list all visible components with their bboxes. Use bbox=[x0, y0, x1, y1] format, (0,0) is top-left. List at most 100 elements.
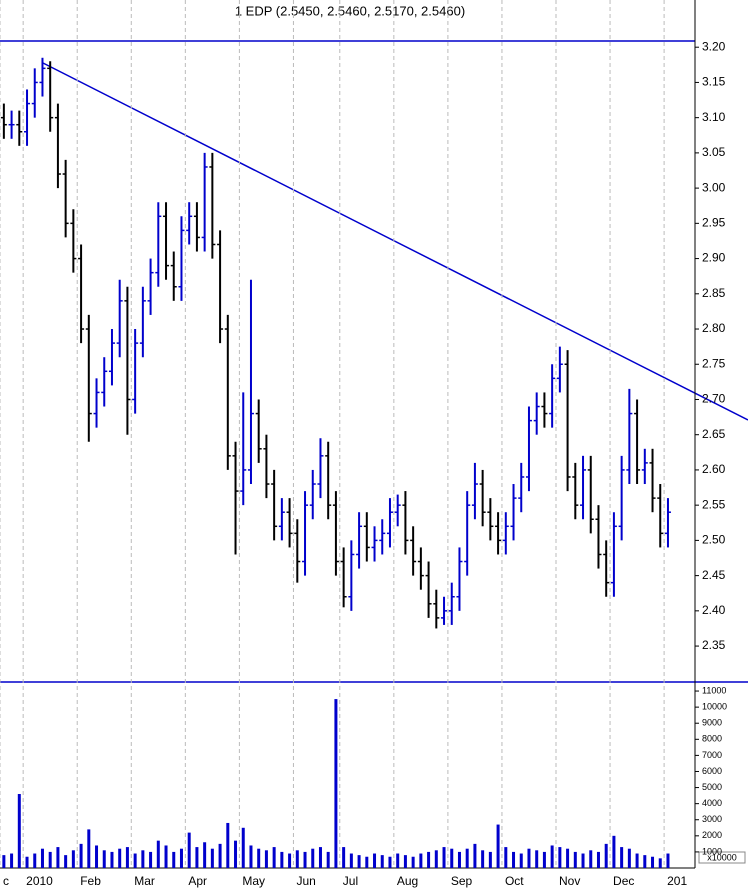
volume-bar bbox=[210, 848, 214, 868]
volume-bar bbox=[411, 856, 415, 868]
volume-bar bbox=[419, 853, 423, 868]
y-tick-label: 2.50 bbox=[702, 533, 726, 547]
volume-bar bbox=[635, 853, 639, 868]
volume-bar bbox=[558, 847, 562, 868]
y-tick-label: 2.85 bbox=[702, 286, 726, 300]
y-tick-label: 3.05 bbox=[702, 145, 726, 159]
x-tick-label: Aug bbox=[397, 874, 418, 888]
volume-bar bbox=[427, 851, 431, 868]
x-tick-label: 2010 bbox=[26, 874, 53, 888]
volume-bar bbox=[496, 824, 500, 868]
volume-bar bbox=[318, 847, 322, 868]
y-tick-label: 8000 bbox=[702, 734, 722, 744]
y-tick-label: 7000 bbox=[702, 750, 722, 760]
volume-bar bbox=[64, 855, 68, 868]
volume-bar bbox=[149, 851, 153, 868]
volume-bar bbox=[280, 851, 284, 868]
volume-bar bbox=[179, 848, 183, 868]
y-tick-label: 2.60 bbox=[702, 462, 726, 476]
y-tick-label: 3.10 bbox=[702, 110, 726, 124]
y-tick-label: 3.00 bbox=[702, 180, 726, 194]
volume-bar bbox=[295, 850, 299, 868]
volume-bar bbox=[658, 858, 662, 868]
volume-bar bbox=[620, 847, 624, 868]
volume-bar bbox=[542, 851, 546, 868]
y-tick-label: 3.20 bbox=[702, 39, 726, 53]
volume-bar bbox=[357, 855, 361, 868]
x-tick-label: Dec bbox=[613, 874, 634, 888]
y-tick-label: 9000 bbox=[702, 718, 722, 728]
x-tick-label: Jun bbox=[296, 874, 315, 888]
volume-bar bbox=[33, 853, 37, 868]
y-tick-label: 4000 bbox=[702, 798, 722, 808]
volume-bar bbox=[512, 851, 516, 868]
y-tick-label: 3000 bbox=[702, 814, 722, 824]
volume-bar bbox=[481, 850, 485, 868]
unit-box bbox=[698, 851, 746, 864]
y-tick-label: 10000 bbox=[702, 702, 727, 712]
volume-bar bbox=[195, 847, 199, 868]
volume-bar bbox=[203, 842, 207, 868]
y-tick-label: 2.40 bbox=[702, 603, 726, 617]
volume-bar bbox=[566, 848, 570, 868]
volume-bar bbox=[125, 847, 129, 868]
x-tick-label: Sep bbox=[451, 874, 473, 888]
y-tick-label: 2.75 bbox=[702, 356, 726, 370]
volume-bar bbox=[519, 853, 523, 868]
volume-bar bbox=[589, 850, 593, 868]
volume-bar bbox=[465, 848, 469, 868]
volume-bar bbox=[643, 855, 647, 868]
volume-bar bbox=[535, 850, 539, 868]
volume-bar bbox=[627, 848, 631, 868]
y-tick-label: 2.90 bbox=[702, 251, 726, 265]
y-tick-label: 2.95 bbox=[702, 216, 726, 230]
volume-bar bbox=[17, 794, 21, 868]
volume-bar bbox=[118, 848, 122, 868]
x-tick-label: c bbox=[3, 874, 9, 888]
volume-bar bbox=[473, 843, 477, 868]
volume-bar bbox=[666, 853, 670, 868]
y-tick-label: 2.70 bbox=[702, 392, 726, 406]
y-tick-label: 1000 bbox=[702, 846, 722, 856]
volume-bar bbox=[141, 850, 145, 868]
volume-bar bbox=[264, 850, 268, 868]
volume-bar bbox=[573, 851, 577, 868]
volume-bar bbox=[581, 853, 585, 868]
volume-bar bbox=[71, 850, 75, 868]
volume-bar bbox=[187, 832, 191, 868]
y-tick-label: 2.45 bbox=[702, 568, 726, 582]
volume-bar bbox=[596, 851, 600, 868]
y-tick-label: 2.65 bbox=[702, 427, 726, 441]
volume-bar bbox=[651, 856, 655, 868]
volume-bar bbox=[388, 856, 392, 868]
y-tick-label: 2.80 bbox=[702, 321, 726, 335]
chart-title: 1 EDP (2.5450, 2.5460, 2.5170, 2.5460) bbox=[235, 3, 465, 18]
volume-bar bbox=[349, 853, 353, 868]
volume-bar bbox=[56, 847, 60, 868]
volume-bar bbox=[303, 851, 307, 868]
y-tick-label: 6000 bbox=[702, 766, 722, 776]
volume-bar bbox=[396, 853, 400, 868]
volume-bar bbox=[403, 855, 407, 868]
volume-bar bbox=[95, 845, 99, 868]
volume-bar bbox=[604, 843, 608, 868]
x-tick-label: Apr bbox=[188, 874, 207, 888]
volume-bar bbox=[434, 850, 438, 868]
volume-unit: x10000 bbox=[707, 852, 737, 862]
volume-bar bbox=[342, 847, 346, 868]
volume-bar bbox=[102, 850, 106, 868]
y-tick-label: 3.15 bbox=[702, 75, 726, 89]
volume-bar bbox=[241, 827, 245, 868]
volume-bar bbox=[612, 835, 616, 868]
volume-bar bbox=[10, 853, 14, 868]
volume-bar bbox=[164, 845, 168, 868]
volume-bar bbox=[442, 847, 446, 868]
y-tick-label: 5000 bbox=[702, 782, 722, 792]
volume-bar bbox=[288, 853, 292, 868]
volume-bar bbox=[110, 851, 114, 868]
volume-bar bbox=[226, 822, 230, 868]
volume-bar bbox=[25, 856, 29, 868]
volume-bar bbox=[257, 848, 261, 868]
volume-bar bbox=[2, 855, 6, 868]
volume-bar bbox=[550, 845, 554, 868]
